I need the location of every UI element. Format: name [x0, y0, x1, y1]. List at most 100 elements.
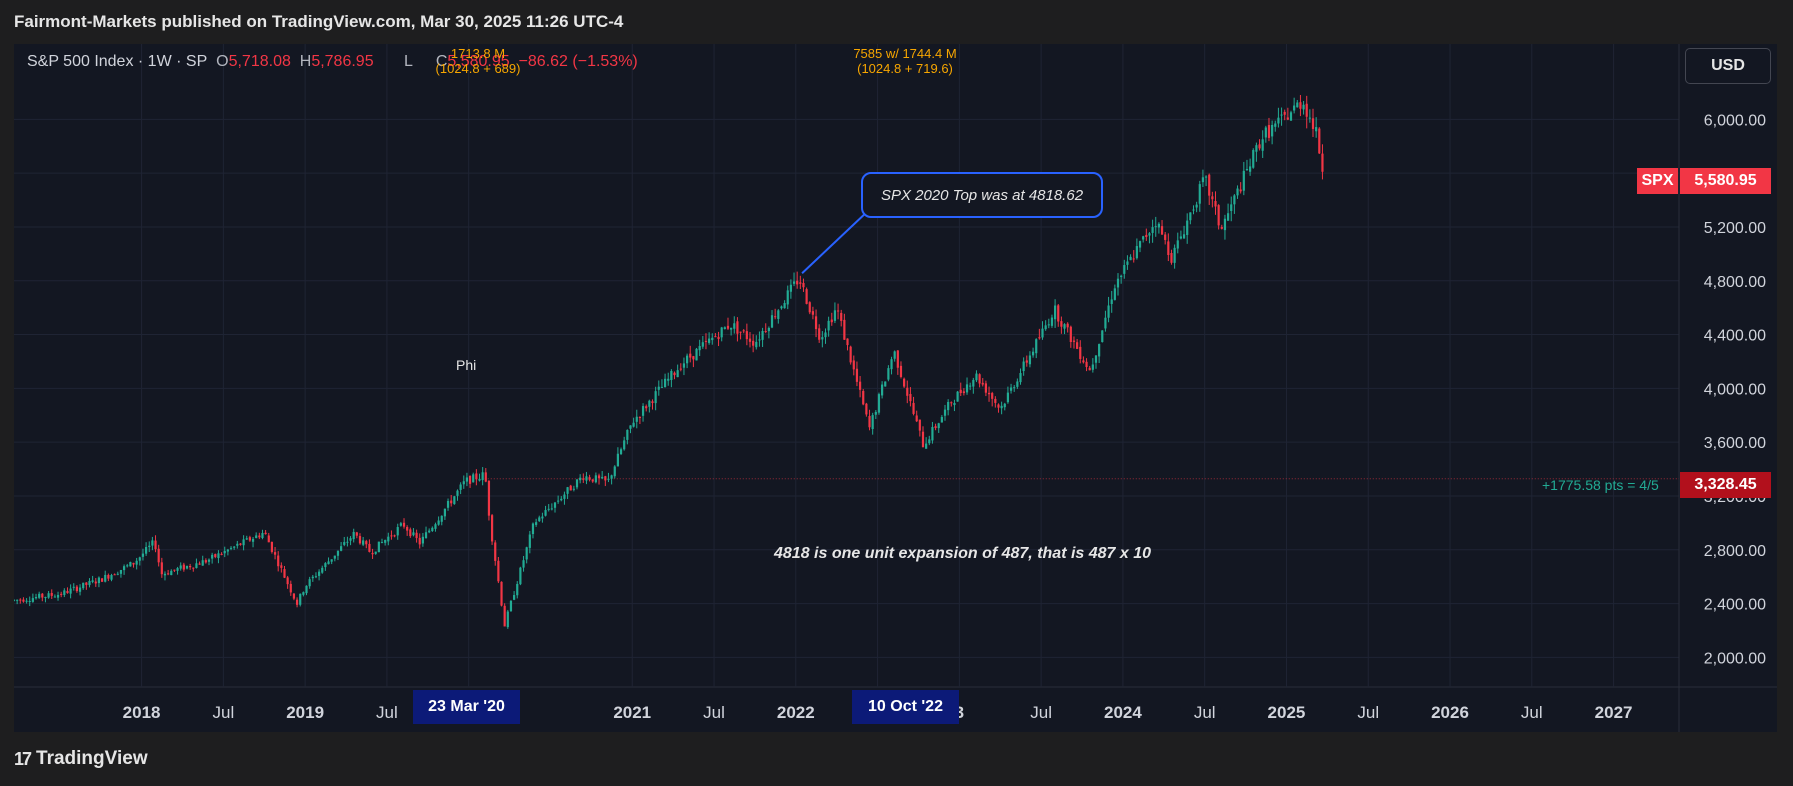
candle-body: [459, 484, 462, 490]
candle-body: [1076, 342, 1079, 349]
candle-body: [47, 593, 50, 598]
candle-body: [789, 284, 792, 292]
candle-body: [984, 383, 988, 393]
candle-body: [94, 581, 97, 584]
candle-body: [409, 529, 412, 537]
y-tick-label: 4,000.00: [1704, 381, 1766, 398]
candle-body: [107, 574, 110, 579]
candle-body: [292, 593, 296, 599]
candle-body: [104, 574, 107, 582]
candle-body: [792, 281, 796, 284]
candle-body: [1214, 201, 1217, 207]
candle-body: [506, 611, 509, 628]
candle-body: [1110, 299, 1113, 304]
candle-body: [799, 282, 802, 284]
candle-body: [349, 538, 352, 541]
volume-label-1-line1: 1713.8 M: [450, 46, 506, 61]
candle-body: [343, 542, 346, 545]
candle-body: [921, 431, 925, 448]
candle-body: [1041, 328, 1044, 338]
candle-body: [780, 306, 783, 309]
candle-body: [182, 564, 185, 570]
candle-body: [852, 360, 855, 370]
candle-body: [928, 439, 931, 444]
candle-body: [635, 416, 638, 422]
candle-body: [321, 567, 324, 573]
candle-body: [60, 593, 63, 595]
candle-body: [525, 547, 528, 560]
candle-body: [129, 562, 132, 567]
candle-body: [1233, 195, 1236, 205]
candle-body: [726, 325, 730, 329]
candle-body: [1031, 351, 1035, 356]
measure-label: +1775.58 pts = 4/5: [1542, 477, 1659, 493]
candle-body: [818, 328, 821, 340]
candle-body: [682, 363, 686, 368]
candle-body: [437, 520, 440, 525]
tradingview-logo[interactable]: 17 TradingView: [14, 748, 148, 770]
candle-body: [761, 330, 764, 340]
candle-body: [663, 378, 667, 388]
candle-body: [1116, 278, 1120, 288]
candle-body: [626, 429, 629, 440]
candle-body: [374, 551, 377, 554]
candle-body: [97, 577, 101, 584]
candle-body: [50, 592, 53, 596]
candle-body: [1126, 261, 1129, 265]
candle-body: [19, 599, 22, 601]
spx-price-tag: 5,580.95: [1680, 168, 1771, 194]
candle-body: [1186, 220, 1189, 235]
candle-body: [251, 538, 255, 542]
candle-body: [915, 415, 918, 422]
candle-body: [950, 402, 953, 404]
candle-body: [148, 545, 151, 548]
candle-body: [796, 280, 799, 285]
candle-body: [553, 502, 557, 508]
candle-body: [330, 559, 333, 562]
currency-button[interactable]: USD: [1685, 48, 1771, 84]
candle-body: [1192, 209, 1195, 211]
candle-body: [940, 416, 943, 423]
candle-body: [233, 546, 236, 548]
candle-body: [1113, 288, 1116, 300]
candle-body: [138, 557, 141, 561]
candle-body: [607, 478, 610, 480]
publisher-line: Fairmont-Markets published on TradingVie…: [14, 12, 624, 31]
candle-body: [909, 393, 912, 402]
candle-body: [494, 542, 497, 561]
volume-label-2-line1: 7585 w/ 1744.4 M: [853, 46, 957, 61]
phi-label[interactable]: Phi: [456, 357, 477, 373]
expansion-note[interactable]: 4818 is one unit expansion of 487, that …: [774, 545, 1152, 562]
candle-body: [311, 576, 314, 579]
candle-body: [317, 571, 321, 576]
candle-body: [597, 475, 601, 479]
candle-body: [1091, 364, 1094, 370]
candle-body: [185, 565, 189, 569]
candle-body: [116, 573, 119, 575]
candle-body: [695, 348, 698, 361]
volume-label-2: 7585 w/ 1744.4 M (1024.8 + 719.6): [830, 46, 980, 76]
callout-box[interactable]: SPX 2020 Top was at 4818.62: [861, 172, 1103, 218]
candle-body: [248, 537, 251, 541]
candle-body: [1267, 125, 1271, 138]
candle-body: [881, 384, 884, 396]
candle-body: [1252, 150, 1255, 168]
candle-body: [1245, 169, 1249, 171]
chart-frame[interactable]: 2,000.002,400.002,800.003,200.003,600.00…: [14, 44, 1777, 732]
level-price-tag: 3,328.45: [1680, 472, 1771, 498]
candle-body: [1223, 218, 1227, 231]
candle-body: [1157, 223, 1160, 228]
candle-body: [1104, 317, 1107, 329]
candle-body: [730, 327, 733, 330]
candle-body: [295, 599, 299, 605]
price-chart[interactable]: 2,000.002,400.002,800.003,200.003,600.00…: [14, 44, 1777, 732]
candle-body: [1274, 123, 1277, 127]
x-tick-label: Jul: [1357, 703, 1379, 722]
candle-body: [72, 586, 75, 588]
candle-body: [157, 548, 160, 563]
candle-body: [1189, 212, 1192, 221]
candle-body: [91, 580, 94, 582]
candle-body: [1038, 337, 1041, 339]
candle-body: [1249, 166, 1252, 172]
candle-body: [1271, 125, 1274, 137]
